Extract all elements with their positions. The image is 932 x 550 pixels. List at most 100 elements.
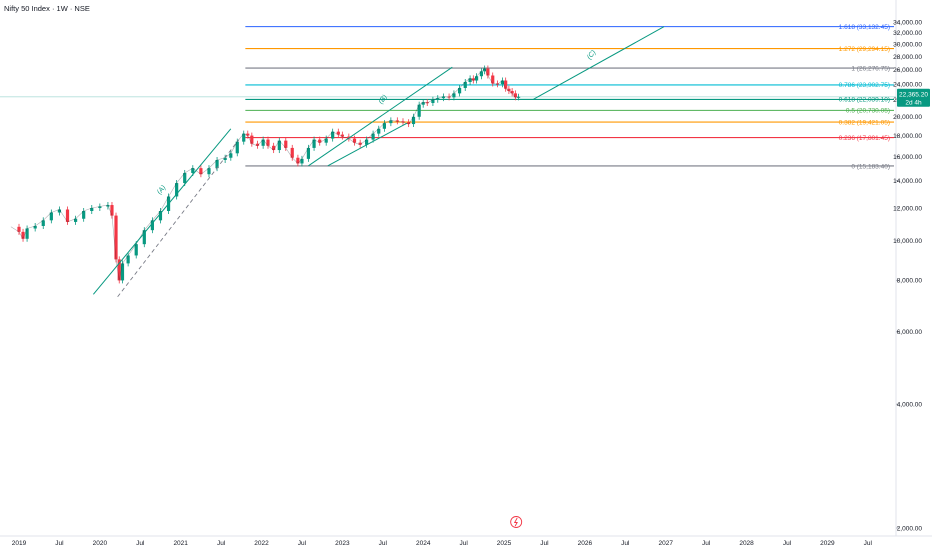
candle-body xyxy=(21,231,25,239)
x-tick-label: Jul xyxy=(702,540,711,547)
candle-body xyxy=(495,83,500,85)
candle-body xyxy=(377,128,381,134)
candle-body xyxy=(255,143,260,146)
candle-body xyxy=(191,168,195,173)
candle-body xyxy=(300,158,304,164)
candle-body xyxy=(57,209,62,213)
candle-body xyxy=(513,93,517,98)
candle-body xyxy=(229,153,233,158)
candle-body xyxy=(246,133,250,136)
y-tick-label: 16,000.00 xyxy=(893,154,922,161)
candle-body xyxy=(421,102,425,105)
x-tick-label: 2023 xyxy=(335,540,350,547)
candle-body xyxy=(401,121,405,123)
price-path xyxy=(10,68,519,281)
x-tick-label: Jul xyxy=(540,540,549,547)
fib-level-label: 0.618 (22,039.10) xyxy=(839,97,890,104)
y-tick-label: 10,000.00 xyxy=(893,238,922,245)
candle-body xyxy=(284,140,288,148)
candle-body xyxy=(114,215,118,260)
candle-body xyxy=(483,68,487,72)
wave-label: (A) xyxy=(156,184,167,196)
candle-body xyxy=(266,139,270,146)
candle-body xyxy=(242,133,246,142)
fib-level-label: 0 (15,183.40) xyxy=(851,163,890,170)
candle-body xyxy=(491,75,495,84)
wave-a-channel-lower xyxy=(117,139,240,298)
x-tick-label: 2027 xyxy=(658,540,673,547)
x-tick-label: 2019 xyxy=(12,540,27,547)
event-marker-icon xyxy=(510,516,523,528)
fib-level-label: 1 (26,276.75) xyxy=(851,65,890,72)
x-tick-label: 2026 xyxy=(578,540,593,547)
candle-body xyxy=(290,147,294,158)
candle-body xyxy=(175,183,179,197)
y-tick-label: 2,000.00 xyxy=(897,525,923,532)
y-tick-label: 24,000.00 xyxy=(893,82,922,89)
y-tick-label: 28,000.00 xyxy=(893,54,922,61)
wave-label: (C) xyxy=(586,49,597,61)
y-tick-label: 6,000.00 xyxy=(897,329,923,336)
candle-body xyxy=(365,139,369,145)
y-tick-label: 30,000.00 xyxy=(893,42,922,49)
candle-body xyxy=(340,134,344,137)
y-tick-label: 32,000.00 xyxy=(893,30,922,37)
candle-body xyxy=(98,206,102,208)
candle-body xyxy=(134,244,138,256)
candle-body xyxy=(272,145,276,151)
x-tick-label: Jul xyxy=(55,540,64,547)
candle-body xyxy=(417,104,421,117)
wave-a-channel-upper xyxy=(92,128,232,295)
candle-body xyxy=(183,172,187,184)
fib-level-label: 0.236 (17,801.45) xyxy=(839,135,890,142)
candle-body xyxy=(395,120,399,122)
candle-body xyxy=(336,131,340,135)
y-tick-label: 26,000.00 xyxy=(893,67,922,74)
x-tick-label: Jul xyxy=(459,540,468,547)
candle-body xyxy=(17,226,21,232)
wave-b-channel-upper xyxy=(308,66,453,167)
candle-body xyxy=(318,139,322,143)
fib-level-label: 1.272 (29,294.15) xyxy=(839,46,890,53)
wave-label: (B) xyxy=(378,94,389,106)
candle-body xyxy=(486,68,490,76)
candle-body xyxy=(479,71,484,77)
x-tick-label: Jul xyxy=(298,540,307,547)
candle-body xyxy=(507,88,511,92)
x-tick-label: 2020 xyxy=(93,540,108,547)
fib-level-label: 0.5 (20,730.05) xyxy=(846,108,890,115)
x-tick-label: 2025 xyxy=(497,540,512,547)
candle-body xyxy=(463,81,467,88)
candle-body xyxy=(41,220,45,226)
candle-body xyxy=(49,212,53,221)
candle-body xyxy=(215,160,219,169)
candle-body xyxy=(358,142,362,145)
candle-body xyxy=(117,259,121,281)
candle-body xyxy=(324,138,328,143)
y-tick-label: 14,000.00 xyxy=(893,178,922,185)
candle-body xyxy=(199,168,203,175)
x-tick-label: 2024 xyxy=(416,540,431,547)
y-tick-label: 20,000.00 xyxy=(893,114,922,121)
candle-body xyxy=(82,211,86,219)
candle-body xyxy=(425,102,429,104)
candle-body xyxy=(436,98,440,100)
candle-body xyxy=(447,96,451,98)
last-price-tag xyxy=(897,88,930,107)
candle-body xyxy=(150,220,154,231)
lightning-icon xyxy=(513,517,518,527)
fib-level-label: 1.618 (33,132.45) xyxy=(839,24,890,31)
x-tick-label: 2029 xyxy=(820,540,835,547)
candle-body xyxy=(452,93,456,98)
candle-body xyxy=(407,122,411,125)
candle-body xyxy=(500,80,505,85)
candle-body xyxy=(250,135,254,144)
candle-body xyxy=(457,87,462,94)
candle-body xyxy=(90,207,94,212)
candle-body xyxy=(371,133,375,140)
candle-body xyxy=(411,116,416,125)
candle-body xyxy=(516,96,521,98)
candle-body xyxy=(158,211,163,221)
candle-body xyxy=(468,78,472,82)
